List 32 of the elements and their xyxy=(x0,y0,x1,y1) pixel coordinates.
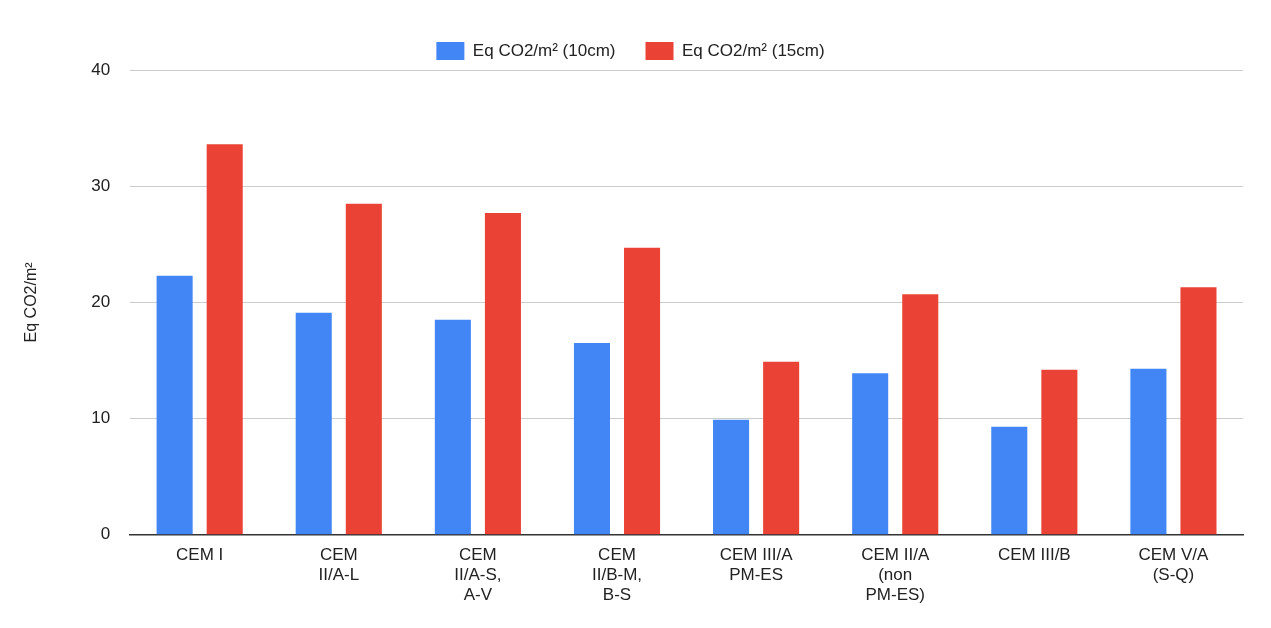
x-tick-label: CEM II/B-M, B-S xyxy=(591,544,643,605)
bar xyxy=(434,319,471,535)
y-axis-title: Eq CO2/m² xyxy=(22,261,40,343)
legend-label: Eq CO2/m² (15cm) xyxy=(682,40,825,60)
bar xyxy=(991,426,1028,535)
x-tick-label: CEM II/A-S, A-V xyxy=(454,544,502,605)
bar xyxy=(1041,369,1078,535)
bar xyxy=(156,275,193,535)
bar xyxy=(573,343,610,535)
y-tick-label: 40 xyxy=(91,59,111,79)
legend-label: Eq CO2/m² (10cm) xyxy=(472,40,616,60)
bar xyxy=(852,373,889,535)
bar xyxy=(1180,287,1217,535)
bar xyxy=(345,203,382,535)
bar xyxy=(624,247,661,535)
y-tick-label: 20 xyxy=(91,292,111,312)
x-tick-label: CEM III/A PM-ES xyxy=(719,544,794,585)
x-tick-label: CEM I xyxy=(176,544,224,564)
y-tick-label: 30 xyxy=(91,175,111,195)
bar xyxy=(206,144,243,535)
x-tick-label: CEM II/A-L xyxy=(318,544,360,585)
x-tick-label: CEM II/A (non PM-ES) xyxy=(861,544,930,605)
x-tick-label: CEM III/B xyxy=(997,544,1071,564)
y-tick-label: 10 xyxy=(91,408,111,428)
x-tick-label: CEM V/A (S-Q) xyxy=(1138,544,1210,585)
bar xyxy=(1130,368,1167,535)
bar xyxy=(713,419,750,535)
y-tick-label: 0 xyxy=(100,524,111,544)
bar xyxy=(484,212,521,535)
bar xyxy=(902,294,939,535)
bar xyxy=(763,361,800,535)
bar xyxy=(295,312,332,535)
